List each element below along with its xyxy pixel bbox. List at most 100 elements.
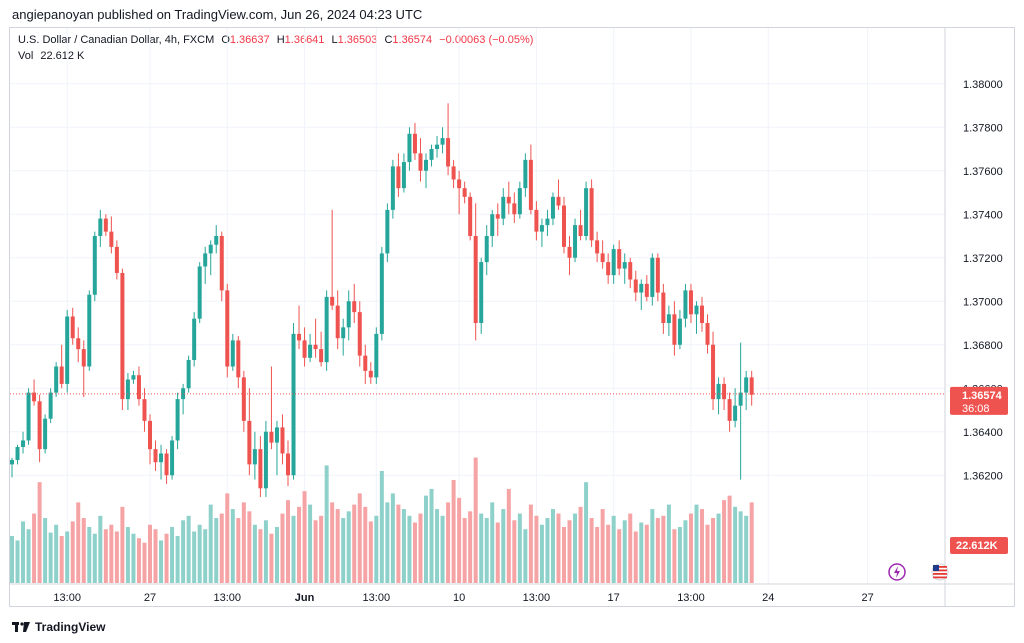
volume-bar (672, 529, 677, 583)
candle-body (170, 440, 175, 476)
time-tick-label: 24 (762, 592, 774, 604)
candle-body (705, 323, 710, 345)
volume-bar (462, 518, 467, 583)
candle-body (230, 340, 235, 367)
candle-body (241, 377, 246, 421)
volume-bar (418, 513, 423, 583)
candle-body (142, 399, 147, 421)
volume-bar (578, 506, 583, 583)
volume-bar (738, 511, 743, 583)
volume-bar (15, 540, 20, 583)
candle-body (81, 349, 86, 367)
price-tick-label: 1.36400 (963, 427, 1003, 439)
candle-body (43, 418, 48, 450)
volume-bar (573, 513, 578, 583)
volume-bar (313, 520, 318, 583)
candle-body (600, 253, 605, 263)
candle-body (379, 253, 384, 334)
candle-body (70, 316, 75, 339)
volume-bar (76, 502, 81, 583)
price-tick-label: 1.37200 (963, 253, 1003, 265)
volume-bar (584, 482, 589, 583)
candle-body (744, 377, 749, 393)
flag-stripe (933, 573, 947, 575)
volume-bar (170, 527, 175, 583)
footer-brand-label: TradingView (35, 620, 106, 634)
volume-bar (401, 509, 406, 583)
candle-body (650, 257, 655, 297)
candle-body (429, 149, 434, 160)
candle-body (606, 262, 611, 276)
volume-bar (440, 515, 445, 583)
volume-bar (48, 532, 53, 583)
volume-bar (429, 488, 434, 583)
volume-bar (379, 471, 384, 583)
volume-bar (81, 518, 86, 583)
candle-body (297, 333, 302, 341)
candle-body (357, 312, 362, 356)
candle-body (274, 427, 279, 443)
candle-body (589, 188, 594, 241)
volume-bar (711, 518, 716, 583)
last-price-value: 1.36574 (962, 390, 1003, 402)
candle-body (534, 209, 539, 232)
volume-bar (528, 504, 533, 583)
candle-body (655, 257, 660, 293)
candle-body (330, 296, 335, 306)
volume-bar (54, 524, 59, 583)
flag-canton (933, 565, 939, 571)
candle-body (341, 327, 346, 339)
candle-body (15, 446, 20, 461)
candle-body (263, 431, 268, 489)
candle-body (550, 196, 555, 219)
candle-body (32, 392, 37, 402)
candle-body (484, 236, 489, 263)
candle-body (727, 399, 732, 421)
volume-bar (192, 531, 197, 583)
volume-bar (280, 513, 285, 583)
publisher-line: angiepanoyan published on TradingView.co… (12, 7, 423, 22)
price-tick-label: 1.37400 (963, 209, 1003, 221)
low-label: L (331, 34, 338, 46)
volume-bar (335, 509, 340, 583)
volume-bar (43, 518, 48, 583)
chart-frame (9, 27, 1015, 607)
low-value: 1.36503 (337, 34, 378, 46)
candle-body (368, 370, 373, 378)
candle-body (639, 283, 644, 293)
volume-bar (484, 518, 489, 583)
volume-bar (263, 520, 268, 583)
candle-body (468, 196, 473, 236)
candle-body (225, 290, 230, 367)
volume-bar (385, 502, 390, 583)
volume-bar (125, 527, 130, 583)
volume-bar (661, 515, 666, 583)
candle-body (501, 196, 506, 219)
footer-brand[interactable]: TradingView (12, 620, 105, 634)
time-tick-label: 27 (144, 592, 156, 604)
candle-body (633, 279, 638, 293)
volume-bar (203, 529, 208, 583)
volume-bar (59, 535, 64, 583)
candle-body (236, 340, 241, 378)
candle-body (208, 244, 213, 254)
last-price-tag (950, 386, 1008, 415)
candle-body (446, 138, 451, 167)
candle-body (567, 246, 572, 258)
candle-body (37, 401, 42, 450)
volume-bar (208, 504, 213, 583)
candle-body (711, 344, 716, 400)
volume-bar (396, 504, 401, 583)
volume-bar (219, 513, 224, 583)
flag-stripe (933, 569, 947, 572)
candle-body (490, 214, 495, 236)
volume-bar (357, 493, 362, 583)
candle-body (578, 225, 583, 236)
volume-bar (346, 511, 351, 583)
candle-body (346, 301, 351, 328)
volume-bar (70, 521, 75, 583)
time-tick-label: 13:00 (214, 592, 242, 604)
price-tick-label: 1.38000 (963, 79, 1003, 91)
candle-body (92, 236, 97, 295)
